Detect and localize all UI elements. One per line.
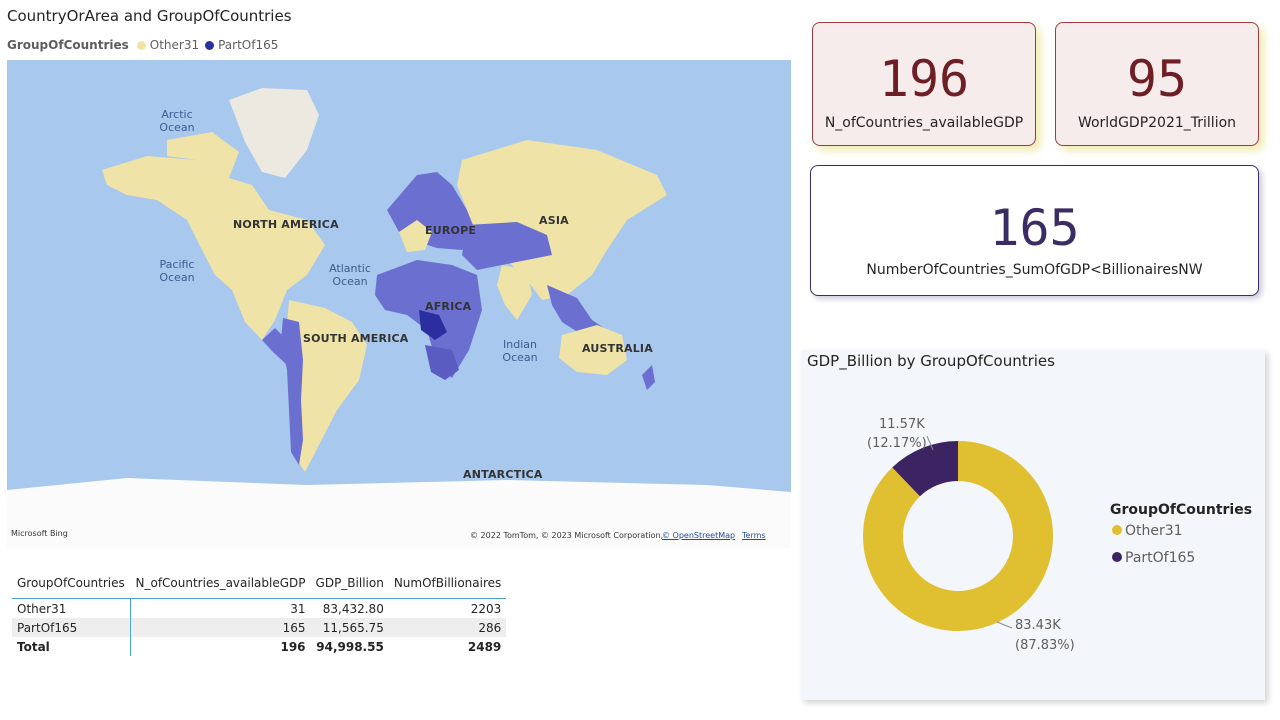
north-america-shape bbox=[102, 156, 325, 340]
column-header[interactable]: GDP_Billion bbox=[315, 576, 384, 590]
chart-legend-title: GroupOfCountries bbox=[1110, 502, 1252, 518]
chart-legend-item[interactable]: Other31 bbox=[1125, 523, 1183, 539]
asia-label: ASIA bbox=[539, 214, 569, 227]
table-cell: 286 bbox=[388, 618, 507, 637]
africa-label: AFRICA bbox=[425, 300, 472, 313]
table-cell: Other31 bbox=[12, 598, 131, 618]
donut-chart[interactable]: 11.57K (12.17%) 83.43K (87.83%) GroupOfCount… bbox=[801, 350, 1265, 700]
north-america-label: NORTH AMERICA bbox=[233, 218, 339, 231]
table-cell: 196 bbox=[280, 639, 306, 654]
antarctica-shape bbox=[7, 478, 791, 548]
table-cell: PartOf165 bbox=[12, 618, 131, 637]
card-value: 165 bbox=[989, 199, 1080, 257]
australia-shape bbox=[559, 325, 627, 375]
table-cell: 2203 bbox=[388, 598, 507, 618]
new-zealand-shape bbox=[642, 365, 655, 390]
card-countries-available: 196 N_ofCountries_availableGDP bbox=[812, 22, 1036, 146]
donut-chart-panel: GDP_Billion by GroupOfCountries 11.57K (1… bbox=[801, 350, 1265, 700]
table-cell: 83,432.80 bbox=[310, 598, 389, 618]
south-america-label: SOUTH AMERICA bbox=[303, 332, 409, 345]
card-label: WorldGDP2021_Trillion bbox=[1077, 115, 1237, 131]
table-total-row: Total 196 94,998.55 2489 bbox=[12, 637, 506, 656]
legend-dot-icon bbox=[1112, 552, 1122, 562]
table-cell: 165 bbox=[130, 618, 311, 637]
antarctica-label: ANTARCTICA bbox=[463, 468, 543, 481]
legend-dot-icon bbox=[1112, 525, 1122, 535]
australia-label: AUSTRALIA bbox=[582, 342, 653, 355]
greenland-shape bbox=[229, 88, 319, 178]
data-label-value: 83.43K bbox=[1015, 618, 1061, 633]
world-map[interactable]: Arctic Ocean Pacific Ocean Atlantic Ocea… bbox=[7, 60, 791, 548]
table-cell: 94,998.55 bbox=[316, 639, 384, 654]
table-cell: Total bbox=[12, 637, 131, 656]
table-cell: 31 bbox=[130, 598, 311, 618]
map-copyright: © 2022 TomTom, © 2023 Microsoft Corporat… bbox=[470, 531, 664, 540]
map-legend-title: GroupOfCountries bbox=[7, 38, 129, 52]
card-value: 95 bbox=[1126, 50, 1188, 108]
column-header[interactable]: GroupOfCountries bbox=[17, 576, 125, 590]
europe-west-shape bbox=[399, 220, 432, 252]
map-legend-item-partof165[interactable]: PartOf165 bbox=[205, 38, 278, 52]
map-legend: GroupOfCountries Other31 PartOf165 bbox=[7, 38, 284, 52]
card-label: NumberOfCountries_SumOfGDP<BillionairesN… bbox=[866, 262, 1203, 278]
europe-label: EUROPE bbox=[425, 224, 477, 237]
card-value: 196 bbox=[878, 50, 970, 108]
southeast-asia-shape bbox=[547, 285, 607, 338]
arctic-ocean-label: Arctic Ocean bbox=[159, 108, 195, 134]
chart-legend-item[interactable]: PartOf165 bbox=[1125, 550, 1195, 566]
south-america-west-shape bbox=[281, 318, 303, 465]
chart-title: GDP_Billion by GroupOfCountries bbox=[807, 352, 1055, 370]
summary-table: GroupOfCountries N_ofCountries_available… bbox=[12, 572, 507, 656]
map-legend-item-other31[interactable]: Other31 bbox=[136, 38, 200, 52]
data-label-value: 11.57K bbox=[879, 417, 925, 432]
bing-logo: Microsoft Bing bbox=[11, 529, 68, 538]
legend-dot-icon bbox=[205, 40, 215, 50]
central-africa-shape bbox=[419, 310, 447, 340]
column-header[interactable]: N_ofCountries_availableGDP bbox=[135, 576, 306, 590]
map-shapes bbox=[7, 88, 791, 548]
column-header[interactable]: NumOfBillionaires bbox=[393, 576, 502, 590]
indian-ocean-label: Indian Ocean bbox=[502, 338, 538, 364]
donut-slice-other31[interactable] bbox=[863, 441, 1053, 631]
table-cell: 2489 bbox=[467, 639, 502, 654]
data-label-percent: (12.17%) bbox=[867, 436, 927, 451]
data-label-leader bbox=[996, 621, 1013, 629]
pacific-ocean-label: Pacific Ocean bbox=[159, 258, 195, 284]
map-legend-label: Other31 bbox=[149, 38, 200, 52]
map-title: CountryOrArea and GroupOfCountries bbox=[7, 7, 292, 25]
data-label-leader bbox=[926, 435, 934, 451]
table-cell: 11,565.75 bbox=[310, 618, 389, 637]
osm-link[interactable]: © OpenStreetMap bbox=[662, 531, 736, 540]
terms-link[interactable]: Terms bbox=[742, 531, 766, 540]
card-world-gdp: 95 WorldGDP2021_Trillion bbox=[1055, 22, 1259, 146]
legend-dot-icon bbox=[136, 40, 146, 50]
donut-slice-partof165[interactable] bbox=[892, 441, 958, 497]
data-label-percent: (87.83%) bbox=[1015, 638, 1075, 653]
card-label: N_ofCountries_availableGDP bbox=[824, 115, 1024, 131]
canada-north-shape bbox=[167, 132, 239, 178]
table-row: PartOf165 165 11,565.75 286 bbox=[12, 618, 507, 637]
table-row: Other31 31 83,432.80 2203 bbox=[12, 598, 507, 618]
map-legend-label: PartOf165 bbox=[218, 38, 279, 52]
atlantic-ocean-label: Atlantic Ocean bbox=[329, 262, 371, 288]
africa-south-shape bbox=[425, 345, 459, 380]
india-shape bbox=[497, 265, 532, 320]
table-header-row: GroupOfCountries N_ofCountries_available… bbox=[12, 572, 507, 599]
middle-east-shape bbox=[462, 222, 552, 270]
card-sum-gdp: 165 NumberOfCountries_SumOfGDP<Billionai… bbox=[810, 165, 1259, 296]
south-america-shape bbox=[283, 300, 367, 472]
